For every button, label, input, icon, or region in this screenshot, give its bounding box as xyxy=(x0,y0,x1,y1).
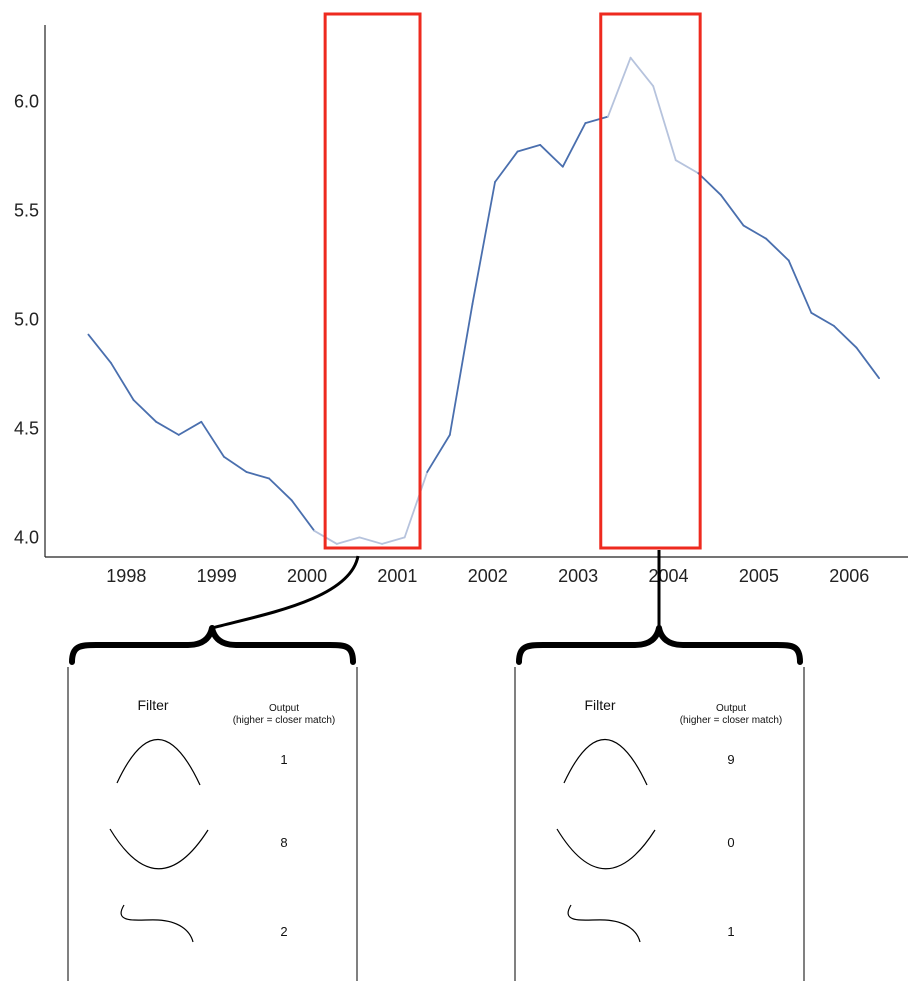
output-value: 2 xyxy=(280,924,287,939)
series-line-segment xyxy=(335,536,361,545)
connector-left xyxy=(211,555,360,630)
y-tick-label: 4.5 xyxy=(14,418,39,438)
x-tick-label: 2001 xyxy=(377,566,417,586)
series-line-segment xyxy=(177,420,203,436)
series-line-segment xyxy=(855,346,880,380)
series-line-segment xyxy=(787,259,813,314)
arch-up-curve-icon xyxy=(116,739,201,786)
window-layer xyxy=(323,12,702,550)
output-value: 1 xyxy=(280,752,287,767)
series-line-segment xyxy=(200,420,225,458)
series-line-segment xyxy=(223,455,248,473)
series-line-segment xyxy=(584,115,609,125)
window-highlight-box xyxy=(323,12,422,550)
s-curve-icon xyxy=(567,904,641,943)
series-line-segment xyxy=(471,181,496,305)
series-line-segment xyxy=(403,471,429,539)
series-line-segment xyxy=(742,224,768,240)
series-line-segment xyxy=(629,56,655,87)
series-line-segment xyxy=(652,85,677,162)
series-line-segment xyxy=(765,237,790,262)
series-line-segment xyxy=(561,122,587,168)
output-subheader: (higher = closer match) xyxy=(680,715,783,726)
series-layer xyxy=(87,56,880,545)
x-tick-label: 2006 xyxy=(829,566,869,586)
filter-panel-2: Filter Output (higher = closer match) 9 … xyxy=(514,667,805,981)
series-line-segment xyxy=(539,144,564,168)
series-line-segment xyxy=(448,303,474,436)
series-line-segment xyxy=(832,324,858,349)
series-line-segment xyxy=(155,420,180,436)
output-value: 9 xyxy=(727,752,734,767)
s-curve-icon xyxy=(120,904,194,943)
x-tick-label: 2002 xyxy=(468,566,508,586)
output-value: 8 xyxy=(280,835,287,850)
brace-left xyxy=(69,625,356,665)
filter-header: Filter xyxy=(137,697,168,713)
series-line-segment xyxy=(607,56,632,118)
filter-panel-1: Filter Output (higher = closer match) 1 … xyxy=(67,667,358,981)
series-line-segment xyxy=(87,333,112,364)
output-value: 0 xyxy=(727,835,734,850)
filter-header: Filter xyxy=(584,697,615,713)
x-tick-label: 1998 xyxy=(106,566,146,586)
x-tick-label: 1999 xyxy=(197,566,237,586)
series-line-segment xyxy=(516,144,542,153)
series-line-segment xyxy=(245,471,271,480)
y-tick-label: 4.0 xyxy=(14,527,39,547)
output-header: Output xyxy=(716,703,746,714)
series-line-segment xyxy=(358,536,383,545)
y-tick-labels: 4.0 4.5 5.0 5.5 6.0 xyxy=(14,91,39,547)
series-line-segment xyxy=(674,159,700,175)
y-tick-label: 6.0 xyxy=(14,91,39,111)
series-line-segment xyxy=(268,477,293,502)
series-line-segment xyxy=(697,172,722,196)
series-line-segment xyxy=(290,499,316,532)
brace-right xyxy=(516,625,803,665)
y-tick-label: 5.0 xyxy=(14,309,39,329)
series-line-segment xyxy=(494,150,519,183)
x-tick-label: 2003 xyxy=(558,566,598,586)
output-subheader: (higher = closer match) xyxy=(233,715,336,726)
output-header: Output xyxy=(269,703,299,714)
arch-down-curve-icon xyxy=(556,828,656,870)
series-line-segment xyxy=(426,434,451,473)
x-tick-label: 2000 xyxy=(287,566,327,586)
x-tick-labels: 1998 1999 2000 2001 2002 2003 2004 2005 … xyxy=(106,566,869,586)
series-line-segment xyxy=(381,536,406,545)
x-tick-label: 2004 xyxy=(649,566,689,586)
arch-up-curve-icon xyxy=(563,739,648,786)
arch-down-curve-icon xyxy=(109,828,209,870)
output-value: 1 xyxy=(727,924,734,939)
x-tick-label: 2005 xyxy=(739,566,779,586)
series-line-segment xyxy=(720,194,745,227)
window-highlight-box xyxy=(599,12,702,550)
series-line-segment xyxy=(132,399,158,423)
series-line-segment xyxy=(110,362,135,401)
y-tick-label: 5.5 xyxy=(14,200,39,220)
series-line-segment xyxy=(810,311,835,327)
